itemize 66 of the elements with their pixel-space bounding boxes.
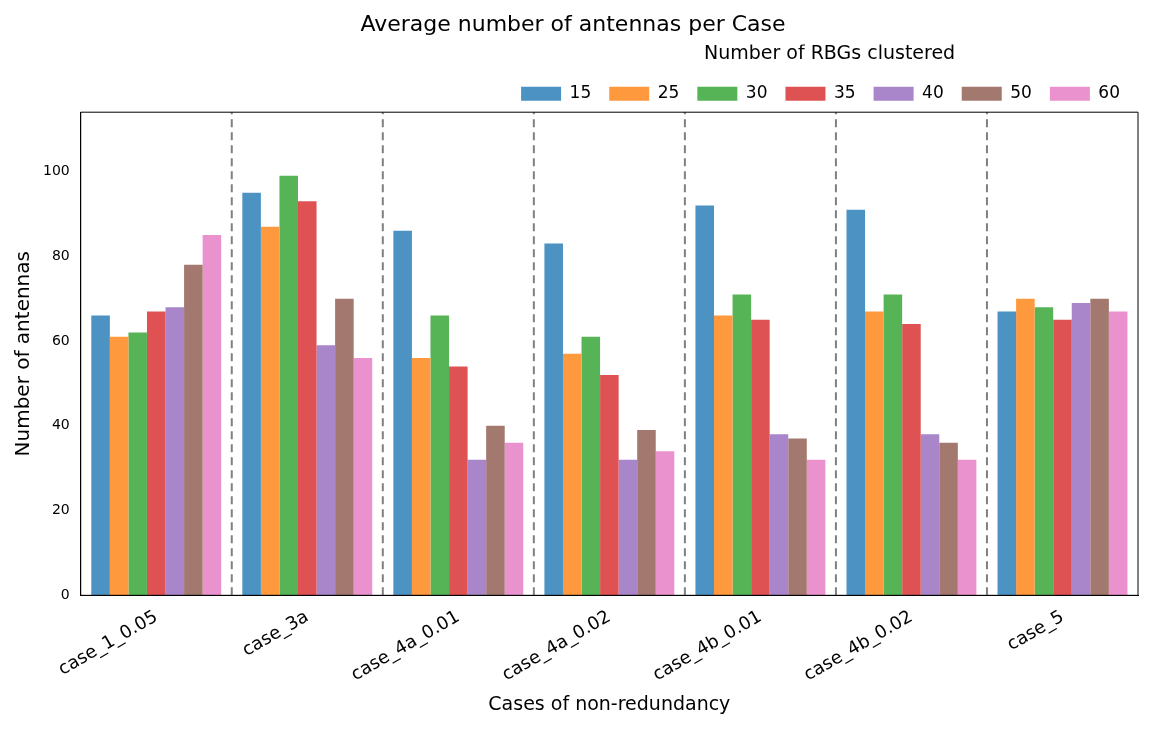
legend-label: 15 — [569, 82, 592, 103]
bar — [109, 336, 129, 596]
bar — [544, 243, 563, 596]
bar — [997, 311, 1017, 596]
legend-title: Number of RBGs clustered — [703, 40, 956, 63]
bar — [467, 459, 487, 596]
bar — [883, 294, 903, 596]
bar — [637, 430, 656, 596]
bar — [449, 366, 468, 596]
bar — [430, 315, 450, 596]
bar — [581, 336, 601, 596]
bar — [788, 438, 807, 596]
bar — [600, 374, 619, 596]
y-tick-label: 20 — [51, 501, 70, 518]
y-tick-label: 80 — [51, 246, 70, 263]
bar — [939, 442, 958, 596]
bar — [202, 235, 222, 596]
y-axis-title: Number of antennas — [10, 251, 35, 457]
bar — [655, 451, 675, 596]
bar — [1090, 298, 1109, 596]
x-axis-title: Cases of non-redundancy — [488, 691, 731, 714]
bar — [298, 201, 317, 596]
bar — [846, 209, 866, 596]
bar — [865, 311, 884, 596]
y-tick-label: 0 — [60, 585, 70, 602]
bar — [1053, 319, 1072, 596]
bar — [1108, 311, 1128, 596]
bar — [920, 434, 940, 596]
bar — [1071, 302, 1091, 596]
bar — [902, 324, 921, 596]
bar — [732, 294, 752, 596]
bar — [146, 311, 166, 596]
bar — [695, 205, 715, 596]
bar — [128, 332, 147, 596]
legend-label: 60 — [1098, 82, 1121, 103]
bar — [260, 226, 280, 596]
y-tick-label: 40 — [51, 416, 70, 433]
bar — [562, 353, 582, 596]
bar — [335, 298, 354, 596]
bar — [165, 307, 185, 596]
bar — [353, 358, 373, 596]
bar — [957, 459, 977, 596]
legend-label: 40 — [922, 82, 944, 103]
bar — [486, 425, 505, 596]
legend-label: 30 — [745, 82, 768, 103]
legend-label: 50 — [1010, 82, 1032, 103]
bar — [714, 315, 733, 596]
bar — [769, 434, 789, 596]
bar — [751, 319, 770, 596]
bar — [806, 459, 826, 596]
chart-title: Average number of antennas per Case — [360, 10, 786, 36]
bar — [1016, 298, 1035, 596]
y-tick-label: 60 — [51, 331, 70, 348]
bar — [1034, 307, 1054, 596]
legend-label: 35 — [833, 82, 856, 103]
bar — [184, 264, 203, 596]
bar — [504, 442, 524, 596]
bar — [411, 358, 431, 596]
y-tick-label: 100 — [42, 162, 70, 179]
bar — [316, 345, 336, 596]
bar — [279, 175, 298, 596]
bar — [618, 459, 638, 596]
bar — [393, 230, 412, 596]
bar — [242, 192, 261, 596]
legend-label: 25 — [657, 82, 680, 103]
bar — [91, 315, 110, 596]
